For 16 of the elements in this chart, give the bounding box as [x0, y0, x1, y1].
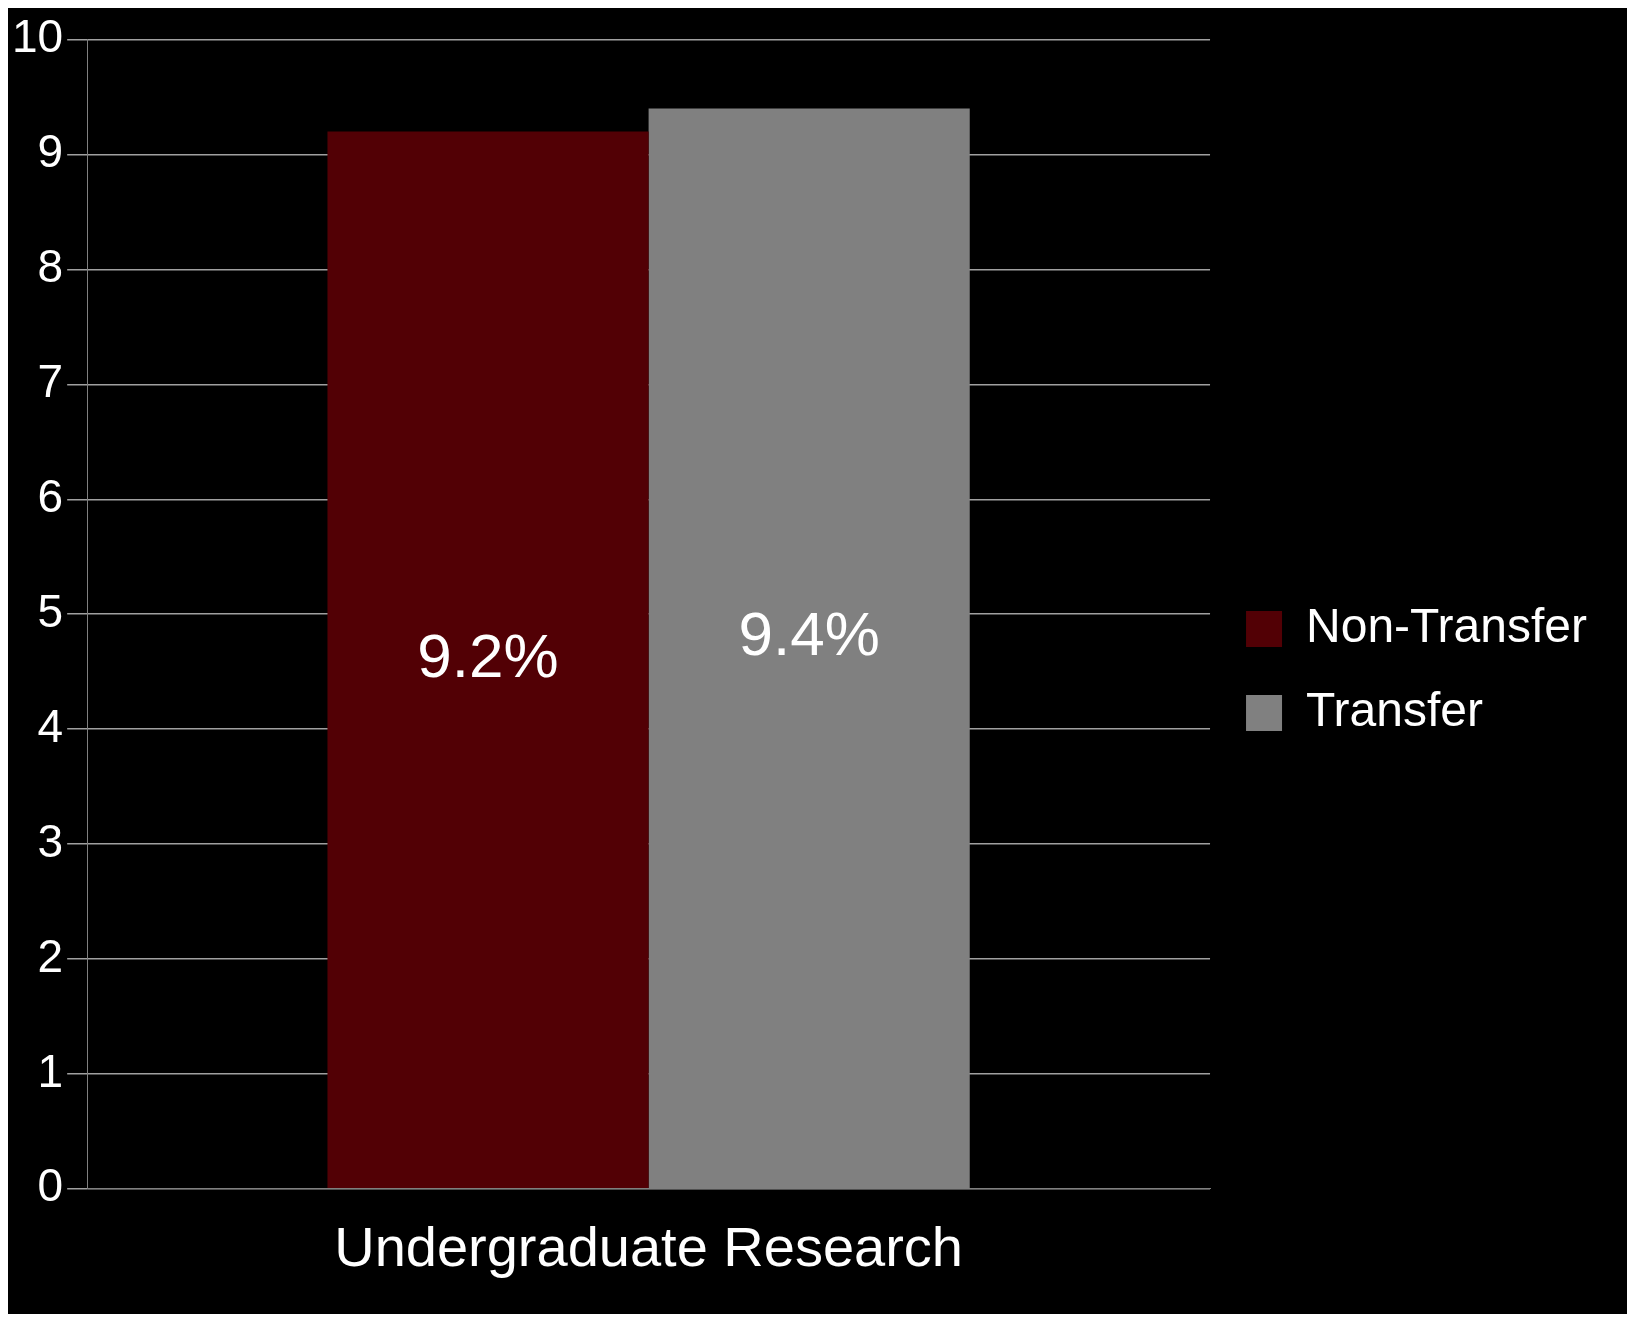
y-tick-label: 9 [37, 125, 64, 178]
x-tick-label: Undergraduate Research [334, 1214, 964, 1278]
y-tick-label: 5 [37, 584, 64, 637]
data-label: 9.2% [417, 620, 559, 690]
y-tick-label: 4 [37, 699, 64, 752]
y-tick-label: 10 [11, 10, 64, 63]
y-tick-label: 3 [37, 814, 64, 867]
y-tick-label: 6 [37, 469, 64, 522]
y-tick-label: 7 [37, 355, 64, 408]
y-tick-label: 8 [37, 240, 64, 293]
y-tick-label: 2 [37, 929, 64, 982]
y-tick-label: 1 [37, 1044, 64, 1097]
data-label: 9.4% [738, 599, 880, 669]
y-tick-label: 0 [37, 1159, 64, 1212]
legend-label: Transfer [1306, 683, 1483, 737]
legend-label: Non-Transfer [1306, 599, 1588, 653]
